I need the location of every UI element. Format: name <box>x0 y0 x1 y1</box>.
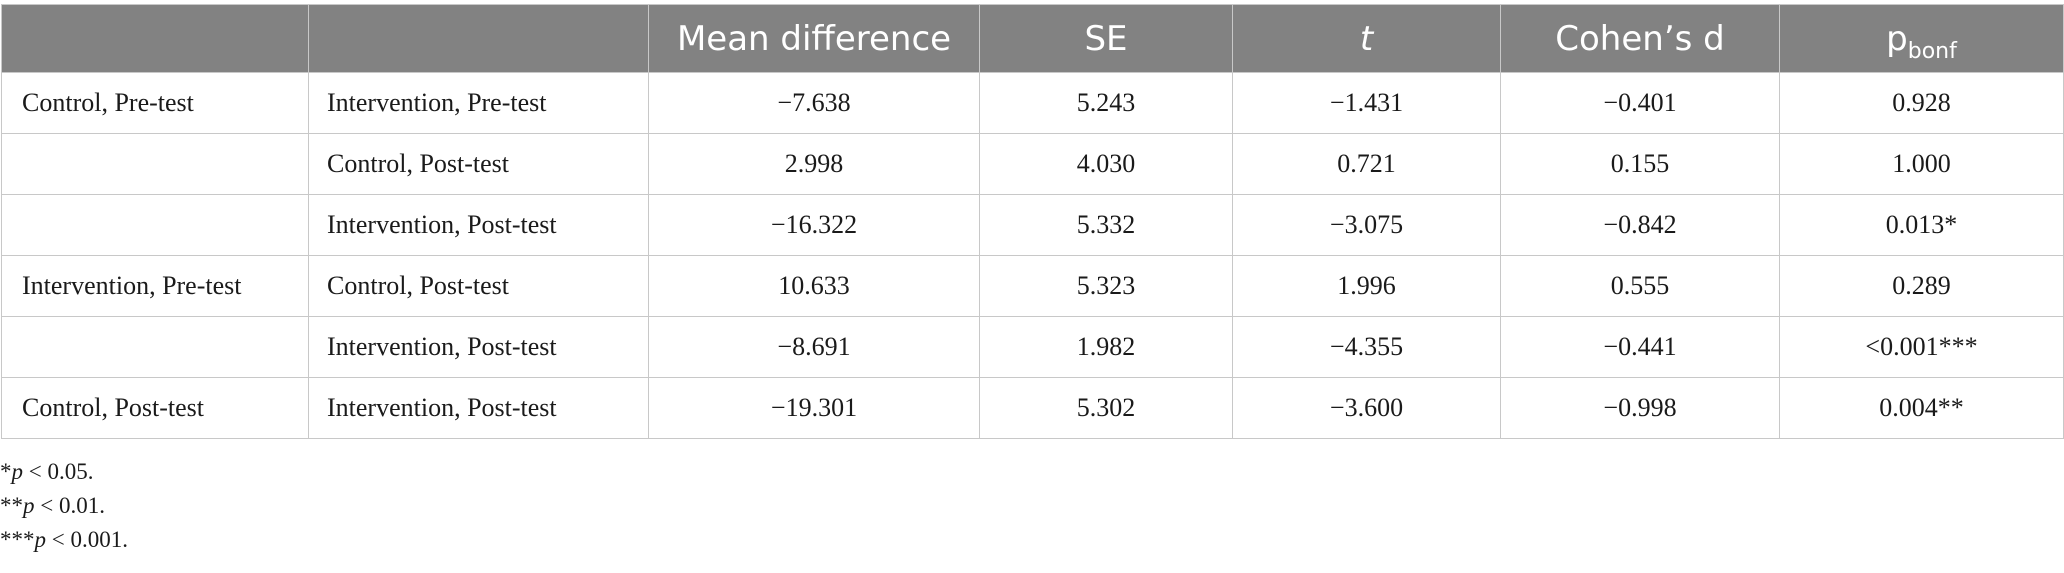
cell-mean-difference: 2.998 <box>648 133 980 195</box>
footnote-p: p <box>23 493 35 518</box>
cell-t: 1.996 <box>1232 255 1501 317</box>
cell-t: 0.721 <box>1232 133 1501 195</box>
footnote-p: p <box>11 459 24 484</box>
header-group2 <box>308 4 649 73</box>
cell-group2: Intervention, Pre-test <box>308 72 649 134</box>
cell-cohens-d: −0.441 <box>1500 316 1780 378</box>
header-mean-difference: Mean difference <box>648 4 980 73</box>
cell-se: 1.982 <box>979 316 1233 378</box>
table-row: Control, Post-test Intervention, Post-te… <box>1 377 2064 439</box>
table-row: Control, Post-test 2.998 4.030 0.721 0.1… <box>1 133 2064 195</box>
cell-group1 <box>1 316 309 378</box>
cell-se: 4.030 <box>979 133 1233 195</box>
header-se: SE <box>979 4 1233 73</box>
header-t: t <box>1232 4 1501 73</box>
cell-t: −1.431 <box>1232 72 1501 134</box>
table-footnotes: *p < 0.05. **p < 0.01. ***p < 0.001. <box>0 455 128 557</box>
cell-group2: Intervention, Post-test <box>308 316 649 378</box>
footnote-stars: ** <box>0 493 23 518</box>
cell-mean-difference: 10.633 <box>648 255 980 317</box>
cell-cohens-d: −0.842 <box>1500 194 1780 256</box>
posthoc-comparison-table: Mean difference SE t Cohen’s d pbonf Con… <box>1 4 2064 439</box>
cell-p-bonf: 1.000 <box>1779 133 2064 195</box>
footnote-threshold: < 0.05. <box>23 459 94 484</box>
footnote-p: p <box>34 527 47 552</box>
cell-t: −3.075 <box>1232 194 1501 256</box>
cell-t: −4.355 <box>1232 316 1501 378</box>
cell-p-bonf: <0.001*** <box>1779 316 2064 378</box>
footnote-two-star: **p < 0.01. <box>0 489 128 523</box>
results-table-container: Mean difference SE t Cohen’s d pbonf Con… <box>0 4 2064 439</box>
cell-group2: Intervention, Post-test <box>308 377 649 439</box>
cell-cohens-d: 0.155 <box>1500 133 1780 195</box>
header-p-main: p <box>1886 18 1908 59</box>
cell-group2: Control, Post-test <box>308 255 649 317</box>
cell-mean-difference: −19.301 <box>648 377 980 439</box>
header-group1 <box>1 4 309 73</box>
cell-mean-difference: −16.322 <box>648 194 980 256</box>
cell-p-bonf: 0.004** <box>1779 377 2064 439</box>
footnote-three-star: ***p < 0.001. <box>0 523 128 557</box>
cell-p-bonf: 0.289 <box>1779 255 2064 317</box>
cell-cohens-d: 0.555 <box>1500 255 1780 317</box>
cell-mean-difference: −8.691 <box>648 316 980 378</box>
cell-group1: Control, Pre-test <box>1 72 309 134</box>
cell-mean-difference: −7.638 <box>648 72 980 134</box>
cell-t: −3.600 <box>1232 377 1501 439</box>
header-cohens-d: Cohen’s d <box>1500 4 1780 73</box>
footnote-one-star: *p < 0.05. <box>0 455 128 489</box>
header-p-bonf: pbonf <box>1779 4 2064 73</box>
cell-group1: Control, Post-test <box>1 377 309 439</box>
cell-p-bonf: 0.013* <box>1779 194 2064 256</box>
cell-group2: Control, Post-test <box>308 133 649 195</box>
header-row: Mean difference SE t Cohen’s d pbonf <box>1 4 2064 73</box>
cell-group2: Intervention, Post-test <box>308 194 649 256</box>
cell-se: 5.302 <box>979 377 1233 439</box>
cell-p-bonf: 0.928 <box>1779 72 2064 134</box>
cell-se: 5.243 <box>979 72 1233 134</box>
cell-group1 <box>1 133 309 195</box>
footnote-threshold: < 0.01. <box>34 493 105 518</box>
cell-se: 5.323 <box>979 255 1233 317</box>
table-row: Intervention, Pre-test Control, Post-tes… <box>1 255 2064 317</box>
cell-cohens-d: −0.401 <box>1500 72 1780 134</box>
header-p-sub: bonf <box>1907 38 1957 64</box>
cell-group1: Intervention, Pre-test <box>1 255 309 317</box>
footnote-threshold: < 0.001. <box>46 527 128 552</box>
cell-group1 <box>1 194 309 256</box>
footnote-stars: * <box>0 459 12 484</box>
cell-cohens-d: −0.998 <box>1500 377 1780 439</box>
cell-se: 5.332 <box>979 194 1233 256</box>
table-row: Intervention, Post-test −8.691 1.982 −4.… <box>1 316 2064 378</box>
footnote-stars: *** <box>0 527 35 552</box>
table-row: Control, Pre-test Intervention, Pre-test… <box>1 72 2064 134</box>
table-row: Intervention, Post-test −16.322 5.332 −3… <box>1 194 2064 256</box>
